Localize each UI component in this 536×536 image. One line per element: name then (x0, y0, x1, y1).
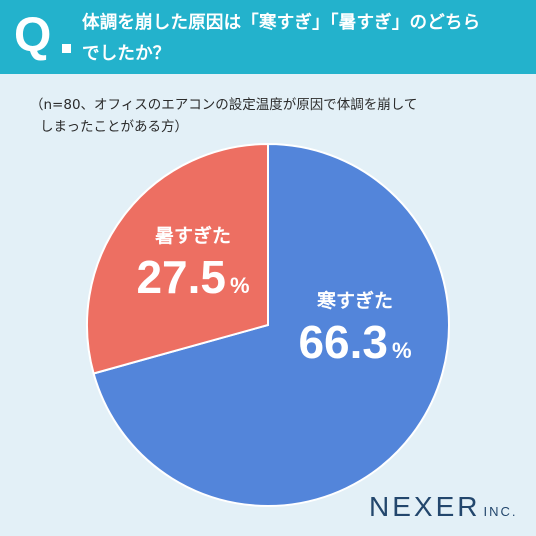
slice-cold-label: 寒すぎた (317, 289, 393, 312)
brand-suffix: INC. (483, 504, 518, 519)
slice-hot-value: 27.5% (136, 251, 249, 303)
question-text-line-1: 体調を崩した原因は「寒すぎ」「暑すぎ」のどちら (82, 13, 481, 33)
slice-cold-value: 66.3% (298, 316, 411, 368)
brand-logo: NEXER INC. (369, 491, 517, 523)
slice-hot (86, 142, 269, 375)
slice-cold (92, 142, 450, 507)
pie-slices (86, 142, 450, 507)
question-header: Q 体調を崩した原因は「寒すぎ」「暑すぎ」のどちら でしたか？ (0, 0, 536, 74)
q-dot (62, 44, 71, 53)
sample-note-line-1: （n=80、オフィスのエアコンの設定温度が原因で体調を崩して (30, 97, 418, 113)
brand-name: NEXER (369, 491, 481, 522)
pie-labels: 寒すぎた 66.3 % 暑すぎた 27.5% (136, 224, 411, 368)
sample-note-line-2: しまったことがある方） (40, 119, 188, 135)
q-mark: Q (14, 9, 52, 62)
question-text-line-2: でしたか？ (82, 44, 171, 64)
slice-hot-label: 暑すぎた (155, 224, 231, 247)
